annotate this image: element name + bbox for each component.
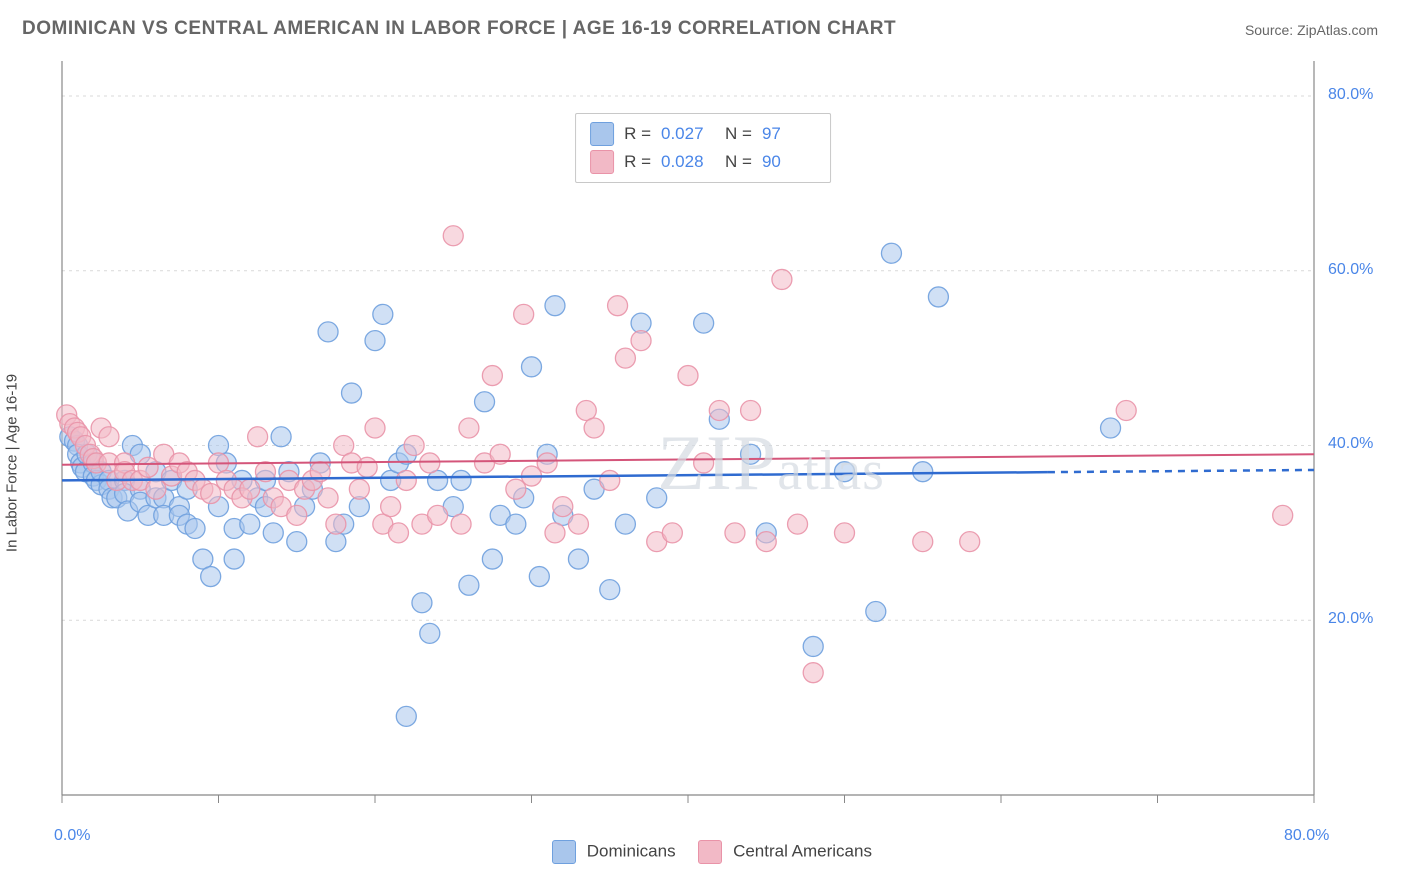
legend-label: Central Americans xyxy=(733,841,872,860)
y-tick-label: 60.0% xyxy=(1328,261,1373,279)
correlation-legend: R = 0.027 N = 97 R = 0.028 N = 90 xyxy=(575,113,831,183)
y-tick-label: 20.0% xyxy=(1328,610,1373,628)
legend-label: Dominicans xyxy=(587,841,676,860)
y-tick-label: 40.0% xyxy=(1328,435,1373,453)
r-value: 0.028 xyxy=(661,152,715,172)
series-legend: Dominicans Central Americans xyxy=(22,840,1384,864)
legend-row-central-americans: R = 0.028 N = 90 xyxy=(590,148,816,176)
y-tick-label: 80.0% xyxy=(1328,86,1373,104)
chart-title: DOMINICAN VS CENTRAL AMERICAN IN LABOR F… xyxy=(22,18,896,40)
source-link[interactable]: ZipAtlas.com xyxy=(1297,22,1378,38)
y-axis-label: In Labor Force | Age 16-19 xyxy=(4,373,21,551)
chart-container: DOMINICAN VS CENTRAL AMERICAN IN LABOR F… xyxy=(0,0,1406,892)
swatch-icon xyxy=(698,840,722,864)
swatch-icon xyxy=(590,150,614,174)
swatch-icon xyxy=(552,840,576,864)
n-value: 90 xyxy=(762,152,816,172)
source-attribution: Source: ZipAtlas.com xyxy=(1245,22,1378,38)
swatch-icon xyxy=(590,122,614,146)
r-value: 0.027 xyxy=(661,124,715,144)
legend-row-dominicans: R = 0.027 N = 97 xyxy=(590,120,816,148)
n-value: 97 xyxy=(762,124,816,144)
plot-area: In Labor Force | Age 16-19 ZIPatlas R = … xyxy=(22,55,1384,870)
